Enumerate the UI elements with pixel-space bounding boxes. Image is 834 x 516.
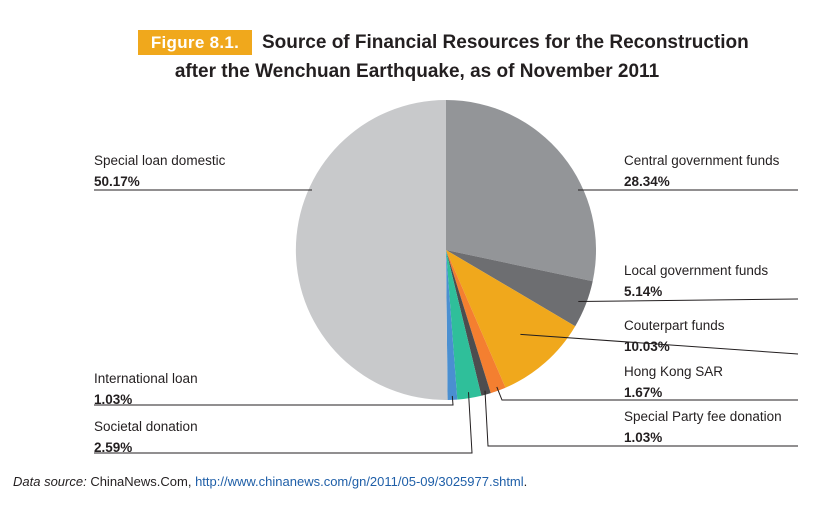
slice-label-text: Societal donation <box>94 419 198 434</box>
slice-label-text: Special loan domestic <box>94 153 226 168</box>
slice-value-label: 10.03% <box>624 339 670 354</box>
chart-title-line-1: Source of Financial Resources for the Re… <box>262 32 749 53</box>
label-international-loan: International loan 1.03% <box>94 368 198 410</box>
pie-slice-special-party-fee-donation <box>446 250 491 396</box>
pie-slice-societal-donation <box>446 250 482 400</box>
slice-value-label: 1.03% <box>94 392 133 407</box>
source-suffix: . <box>523 474 528 489</box>
source-prefix: Data source: <box>13 474 87 489</box>
figure-label-badge: Figure 8.1. <box>138 30 252 55</box>
pie-slice-hong-kong-sar <box>446 250 506 394</box>
slice-value-label: 1.03% <box>624 430 663 445</box>
pie-slice-couterpart-funds <box>446 250 576 388</box>
label-central-government-funds: Central government funds 28.34% <box>624 150 779 192</box>
slice-value-label: 50.17% <box>94 174 140 189</box>
slice-value-label: 28.34% <box>624 174 670 189</box>
label-societal-donation: Societal donation 2.59% <box>94 416 198 458</box>
slice-label-text: Central government funds <box>624 153 780 168</box>
chart-title-line-2: after the Wenchuan Earthquake, as of Nov… <box>174 61 660 82</box>
pie-slice-central-government-funds <box>446 100 597 282</box>
slice-label-text: Local government funds <box>624 263 769 278</box>
leader-line-international-loan <box>94 395 454 406</box>
slice-label-text: Special Party fee donation <box>624 409 782 424</box>
label-couterpart-funds: Couterpart funds 10.03% <box>624 315 725 357</box>
slice-label-text: Hong Kong SAR <box>624 364 724 379</box>
data-source-note: Data source: ChinaNews.Com, http://www.c… <box>13 474 527 489</box>
pie-chart <box>94 99 799 454</box>
leader-line-hong-kong-sar <box>496 386 798 401</box>
leader-line-societal-donation <box>94 392 473 454</box>
label-hong-kong-sar: Hong Kong SAR 1.67% <box>624 361 723 403</box>
leader-line-local-government-funds <box>578 298 799 302</box>
leader-line-couterpart-funds <box>520 333 799 355</box>
leader-line-special-party-fee-donation <box>484 390 798 447</box>
slice-label-text: International loan <box>94 371 198 386</box>
label-local-government-funds: Local government funds 5.14% <box>624 260 768 302</box>
slice-value-label: 2.59% <box>94 440 133 455</box>
pie-slice-special-loan-domestic <box>295 99 448 400</box>
slice-value-label: 5.14% <box>624 284 663 299</box>
label-special-party-fee-donation: Special Party fee donation 1.03% <box>624 406 782 448</box>
source-text: ChinaNews.Com, <box>86 474 196 489</box>
slice-label-text: Couterpart funds <box>624 318 725 333</box>
figure-header: Figure 8.1. Source of Financial Resource… <box>0 30 834 56</box>
source-url-link[interactable]: http://www.chinanews.com/gn/2011/05-09/3… <box>195 474 524 489</box>
pie-slice-international-loan <box>446 250 458 400</box>
slice-value-label: 1.67% <box>624 385 663 400</box>
pie-slice-local-government-funds <box>446 250 593 327</box>
label-special-loan-domestic: Special loan domestic 50.17% <box>94 150 225 192</box>
